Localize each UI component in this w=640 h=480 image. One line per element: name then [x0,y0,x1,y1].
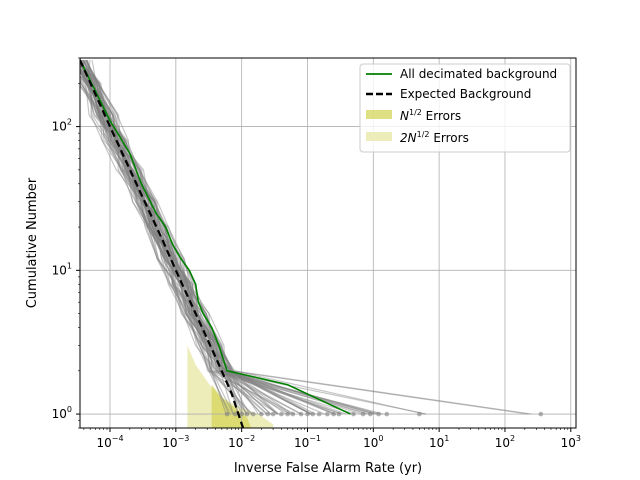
realization-curve [80,60,529,415]
realization-curve [80,62,427,415]
x-tick-label: 103 [561,434,581,450]
realization-endpoint [290,411,296,417]
realization-endpoint [239,411,244,417]
realization-endpoint [316,411,322,417]
realization-endpoint [298,411,304,417]
x-axis-ticks: 10−4 10−3 10−2 10−1 100 101 102 103 [83,428,581,450]
realization-endpoint [224,411,230,417]
legend-box [359,63,571,153]
realization-endpoint [250,411,256,417]
legend-label-n-half-sup: 1/2 [409,108,422,117]
realization-endpoint [265,411,271,417]
realization-endpoint [351,411,356,417]
x-tick-label: 100 [363,434,383,450]
axes-frame [79,57,577,429]
realization-curve [80,59,239,415]
realization-endpoint [305,411,310,417]
realization-curve [82,59,268,415]
legend-swatch-n-half [366,110,392,119]
realization-curve [80,71,231,415]
realization-endpoint [360,411,366,417]
realization-endpoint [368,411,373,417]
y-tick-label: 102 [52,118,72,134]
plot-area [79,57,577,429]
realization-curve [86,59,375,415]
realization-curve [80,61,259,415]
x-tick-label: 102 [495,434,515,450]
realization-curve [80,79,295,415]
realization-endpoint [417,411,422,417]
x-tick-label: 10−4 [96,434,123,450]
series-expected-background [80,59,245,428]
realization-curve [80,60,234,415]
series-all-decimated-background [80,59,351,415]
realization-curve [80,60,291,415]
realization-curve [80,60,311,415]
realization-endpoint [538,411,544,417]
realization-curve [80,60,342,415]
realization-curve [80,70,253,415]
legend-label-2n-half: 2N1/2 Errors [400,130,469,145]
x-axis-label: Inverse False Alarm Rate (yr) [234,461,422,476]
series-lines [80,59,351,428]
realization-endpoint [270,411,276,417]
band-2n-half [187,345,274,428]
realization-curve [80,60,426,415]
realization-curve [80,61,239,415]
realization-curve [80,70,279,415]
legend: All decimated background Expected Backgr… [359,63,571,153]
realization-curve [80,60,290,415]
y-axis-label: Cumulative Number [25,177,40,308]
legend-label-2n-half-sup: 1/2 [417,130,430,139]
y-tick-label: 101 [52,261,72,277]
realization-endpoint [310,411,315,417]
x-tick-label: 101 [429,434,449,450]
realization-curve [80,69,227,415]
legend-swatch-2n-half [366,132,392,141]
realization-curve [80,70,279,415]
realization-curve [80,64,311,415]
y-tick-label: 100 [52,405,72,421]
realization-endpoint [384,411,390,417]
realization-endpoint [244,411,250,417]
realization-endpoint [376,411,381,417]
realization-endpoint [232,411,238,417]
realization-curve [80,69,234,415]
realization-endpoint [325,411,330,417]
x-tick-label: 10−3 [162,434,189,450]
realization-curve [80,71,272,415]
legend-label-n-half-base: N [400,109,409,123]
realization-curve [80,75,356,415]
realization-curve [80,66,381,415]
realization-curve [80,68,287,415]
y-axis-ticks: 100 101 102 [52,57,80,429]
realization-endpoint [278,411,284,417]
x-tick-label: 10−2 [228,434,255,450]
realization-curve [80,59,532,415]
legend-label-n-half-rest: Errors [422,109,461,123]
realization-endpoint [259,411,264,417]
realization-curve [83,59,268,415]
realization-endpoint [331,411,336,417]
realization-endpoint [285,411,290,417]
realization-curve [80,59,313,415]
x-tick-label: 10−1 [294,434,321,450]
legend-label-all-background: All decimated background [400,67,557,81]
legend-label-2n-half-base: 2N [400,131,417,145]
realization-curve [80,64,245,415]
realization-curve [80,69,230,415]
realization-curve [82,60,376,415]
realization-curve [80,70,384,415]
realization-curve [80,85,253,415]
legend-label-n-half: N1/2 Errors [400,108,461,123]
realization-curve [80,66,343,415]
realization-curve [80,69,293,415]
realization-curve [80,70,279,415]
legend-label-expected: Expected Background [400,87,531,101]
realization-curve [80,59,363,415]
legend-label-2n-half-rest: Errors [430,131,469,145]
realization-endpoint [336,411,342,417]
